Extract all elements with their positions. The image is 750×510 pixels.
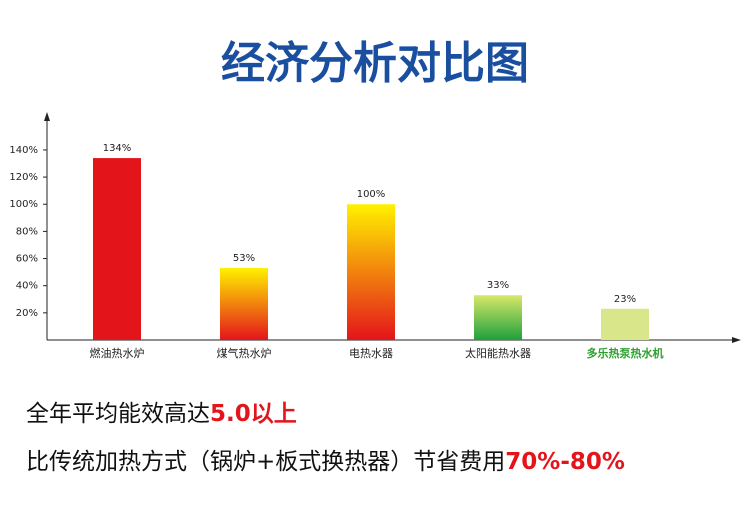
y-tick-label: 120% bbox=[9, 172, 38, 183]
bar bbox=[474, 295, 522, 340]
note-part: 70%-80% bbox=[505, 449, 625, 475]
y-tick-label: 100% bbox=[9, 199, 38, 210]
note-part: 比传统加热方式（锅炉+板式换热器）节省费用 bbox=[26, 449, 505, 475]
y-tick-label: 20% bbox=[16, 308, 38, 319]
y-axis-arrow bbox=[44, 112, 50, 121]
value-label: 33% bbox=[487, 280, 509, 291]
note: 全年平均能效高达5.0以上 bbox=[26, 401, 297, 427]
bar bbox=[93, 158, 141, 340]
value-label: 23% bbox=[614, 294, 636, 305]
x-tick-label: 燃油热水炉 bbox=[90, 346, 145, 360]
note-part: 5.0以上 bbox=[210, 401, 297, 427]
chart-title: 经济分析对比图 bbox=[221, 38, 529, 89]
note: 比传统加热方式（锅炉+板式换热器）节省费用70%-80% bbox=[26, 449, 625, 475]
value-label: 134% bbox=[103, 143, 132, 154]
x-axis-arrow bbox=[732, 337, 741, 343]
bar bbox=[220, 268, 268, 340]
bar bbox=[601, 308, 649, 340]
value-label: 53% bbox=[233, 253, 255, 264]
x-tick-label: 煤气热水炉 bbox=[217, 346, 272, 360]
y-tick-label: 80% bbox=[16, 226, 38, 237]
x-tick-label: 多乐热泵热水机 bbox=[587, 346, 664, 360]
note-part: 全年平均能效高达 bbox=[26, 401, 210, 427]
value-label: 100% bbox=[357, 189, 386, 200]
x-tick-label: 太阳能热水器 bbox=[465, 346, 531, 360]
y-tick-label: 140% bbox=[9, 145, 38, 156]
x-tick-label: 电热水器 bbox=[349, 347, 393, 360]
y-tick-label: 40% bbox=[16, 281, 38, 292]
y-tick-label: 60% bbox=[16, 254, 38, 265]
bar bbox=[347, 204, 395, 340]
